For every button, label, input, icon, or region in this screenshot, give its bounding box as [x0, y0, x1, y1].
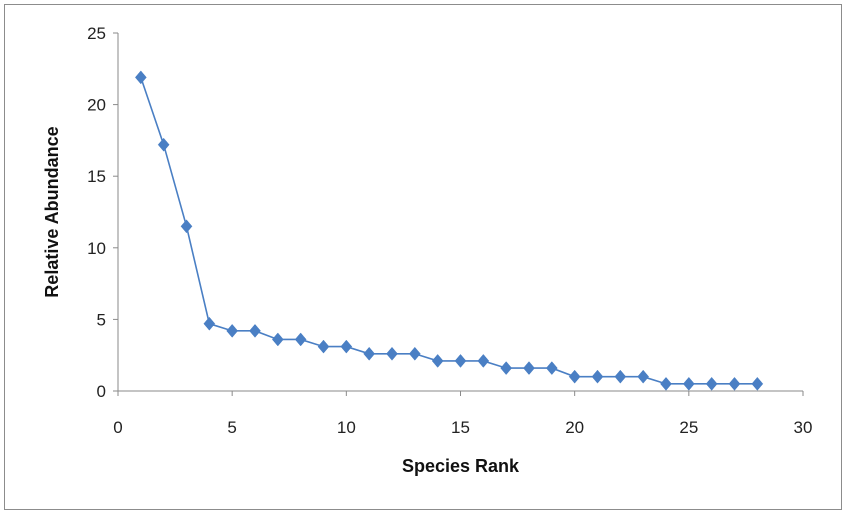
chart-frame [4, 4, 842, 510]
x-axis-title: Species Rank [402, 456, 520, 476]
data-point [408, 346, 421, 361]
data-point [180, 219, 193, 234]
y-tick-label: 10 [87, 239, 106, 258]
x-tick-label: 5 [227, 418, 236, 437]
data-point [454, 354, 467, 368]
data-point [134, 70, 147, 85]
data-point [614, 369, 627, 384]
data-point [386, 346, 398, 361]
data-point [271, 332, 284, 347]
data-point [249, 323, 261, 338]
y-tick-label: 20 [87, 96, 106, 115]
data-point [363, 346, 376, 361]
data-point [682, 376, 695, 391]
data-point [728, 376, 741, 391]
data-point [157, 137, 170, 152]
data-point [431, 354, 444, 368]
y-tick-label: 5 [97, 310, 106, 329]
x-tick-label: 15 [451, 418, 470, 437]
data-point [637, 369, 650, 384]
y-tick-label: 0 [97, 382, 106, 401]
y-tick-label: 15 [87, 167, 106, 186]
y-tick-label: 25 [87, 24, 106, 43]
y-axis-title: Relative Abundance [42, 126, 62, 297]
data-point [340, 339, 353, 354]
data-point [294, 332, 307, 347]
x-tick-label: 25 [679, 418, 698, 437]
data-point [317, 339, 330, 354]
x-tick-label: 10 [337, 418, 356, 437]
x-tick-label: 30 [794, 418, 813, 437]
data-point [751, 376, 764, 391]
x-tick-label: 20 [565, 418, 584, 437]
data-point [660, 376, 672, 391]
data-point [477, 354, 490, 368]
data-point [591, 369, 604, 384]
data-point [226, 323, 239, 338]
axes: 0 5 10 15 20 25 0 5 10 15 20 25 30 [87, 24, 812, 437]
data-point [568, 369, 581, 384]
series-line [140, 77, 758, 385]
data-point [203, 316, 216, 331]
data-point [500, 361, 513, 375]
series [134, 70, 764, 391]
data-point [545, 361, 558, 375]
data-point [705, 376, 718, 391]
data-point [523, 361, 535, 375]
x-tick-label: 0 [113, 418, 122, 437]
